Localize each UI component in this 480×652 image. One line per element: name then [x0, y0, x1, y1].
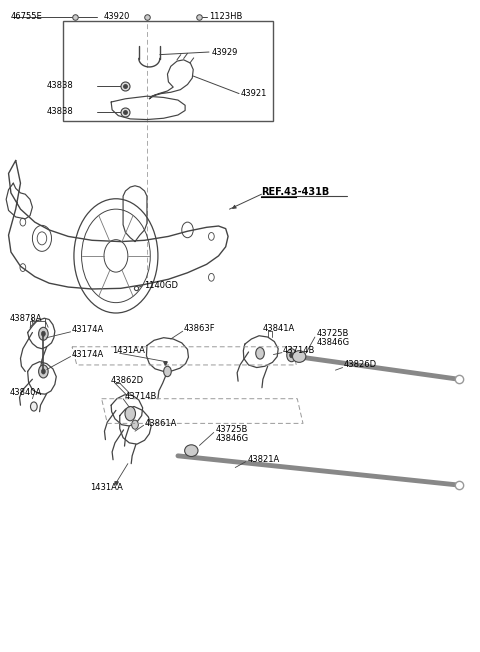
Text: 43174A: 43174A	[72, 350, 104, 359]
Circle shape	[38, 365, 48, 378]
Text: REF.43-431B: REF.43-431B	[262, 187, 330, 198]
Text: 43838: 43838	[47, 82, 73, 90]
Text: 43861A: 43861A	[144, 419, 177, 428]
Ellipse shape	[292, 351, 306, 363]
Text: 43862D: 43862D	[110, 376, 144, 385]
Text: 43174A: 43174A	[72, 325, 104, 334]
Text: 43725B: 43725B	[316, 329, 349, 338]
Text: 43920: 43920	[104, 12, 131, 22]
Text: 1123HB: 1123HB	[209, 12, 242, 22]
Text: 43838: 43838	[47, 108, 73, 116]
Ellipse shape	[185, 445, 198, 456]
Text: 43929: 43929	[211, 48, 238, 57]
Text: 43821A: 43821A	[247, 454, 279, 464]
Bar	[63, 21, 274, 121]
Text: 46755E: 46755E	[11, 12, 43, 22]
Text: 43714B: 43714B	[124, 392, 157, 400]
Text: 43841A: 43841A	[263, 324, 295, 333]
Text: 43863F: 43863F	[184, 324, 216, 333]
Circle shape	[31, 402, 37, 411]
Text: 43840A: 43840A	[10, 388, 42, 396]
Text: 1140GD: 1140GD	[144, 280, 178, 289]
Circle shape	[287, 349, 296, 362]
Circle shape	[125, 406, 135, 421]
Text: 43878A: 43878A	[10, 314, 42, 323]
Circle shape	[256, 348, 264, 359]
Text: 1431AA: 1431AA	[112, 346, 145, 355]
Text: 43921: 43921	[241, 89, 267, 98]
Circle shape	[289, 353, 293, 358]
Circle shape	[41, 369, 45, 374]
Circle shape	[41, 331, 45, 336]
Circle shape	[132, 420, 138, 429]
Text: 43826D: 43826D	[344, 361, 377, 370]
Text: 1431AA: 1431AA	[90, 482, 122, 492]
Circle shape	[38, 327, 48, 340]
Text: 43725B: 43725B	[215, 425, 248, 434]
Text: 43846G: 43846G	[316, 338, 349, 348]
Circle shape	[164, 366, 171, 377]
Text: 43846G: 43846G	[215, 434, 248, 443]
Text: 43714B: 43714B	[283, 346, 315, 355]
